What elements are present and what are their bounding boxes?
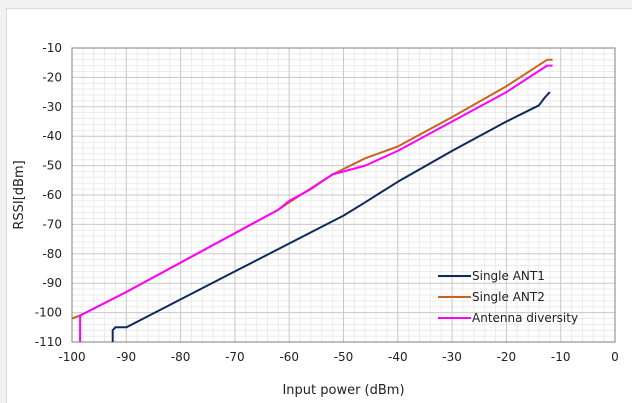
legend-label: Single ANT1	[472, 269, 545, 283]
x-tick-label: -30	[442, 350, 462, 364]
series-layer	[71, 58, 553, 342]
y-tick-label: -80	[42, 247, 62, 261]
y-tick-label: -100	[35, 306, 62, 320]
y-tick-label: -10	[42, 41, 62, 55]
legend-item-2: Single ANT2	[438, 290, 545, 304]
tick-labels: -100 -90 -80 -70 -60 -50 -40 -30 -20 -10 0-10-20-3…	[35, 41, 619, 364]
x-tick-label: -50	[334, 350, 354, 364]
y-axis-title: RSSI[dBm]	[12, 160, 27, 229]
x-tick-label: -90	[116, 350, 136, 364]
x-tick-label: -40	[388, 350, 408, 364]
legend: Single ANT1 Single ANT2 Antenna diversity	[438, 269, 578, 325]
y-tick-label: -20	[42, 70, 62, 84]
y-tick-label: -50	[42, 159, 62, 173]
y-tick-label: -70	[42, 217, 62, 231]
x-tick-label: -20	[497, 350, 517, 364]
y-tick-label: -30	[42, 100, 62, 114]
series-line-3	[79, 64, 553, 342]
series-line-1	[111, 91, 551, 342]
y-tick-label: -90	[42, 276, 62, 290]
legend-item-1: Single ANT1	[438, 269, 545, 283]
x-tick-label: -60	[279, 350, 299, 364]
legend-item-3: Antenna diversity	[438, 311, 578, 325]
x-tick-label: -70	[225, 350, 245, 364]
x-tick-label: -10	[551, 350, 571, 364]
plot-border	[71, 47, 616, 343]
y-tick-label: -40	[42, 129, 62, 143]
legend-label: Single ANT2	[472, 290, 545, 304]
x-tick-label: 0	[611, 350, 619, 364]
legend-label: Antenna diversity	[472, 311, 578, 325]
y-tick-label: -60	[42, 188, 62, 202]
x-tick-label: -100	[58, 350, 85, 364]
y-tick-label: -110	[35, 335, 62, 349]
x-axis-title: Input power (dBm)	[282, 383, 404, 398]
x-tick-label: -80	[171, 350, 191, 364]
